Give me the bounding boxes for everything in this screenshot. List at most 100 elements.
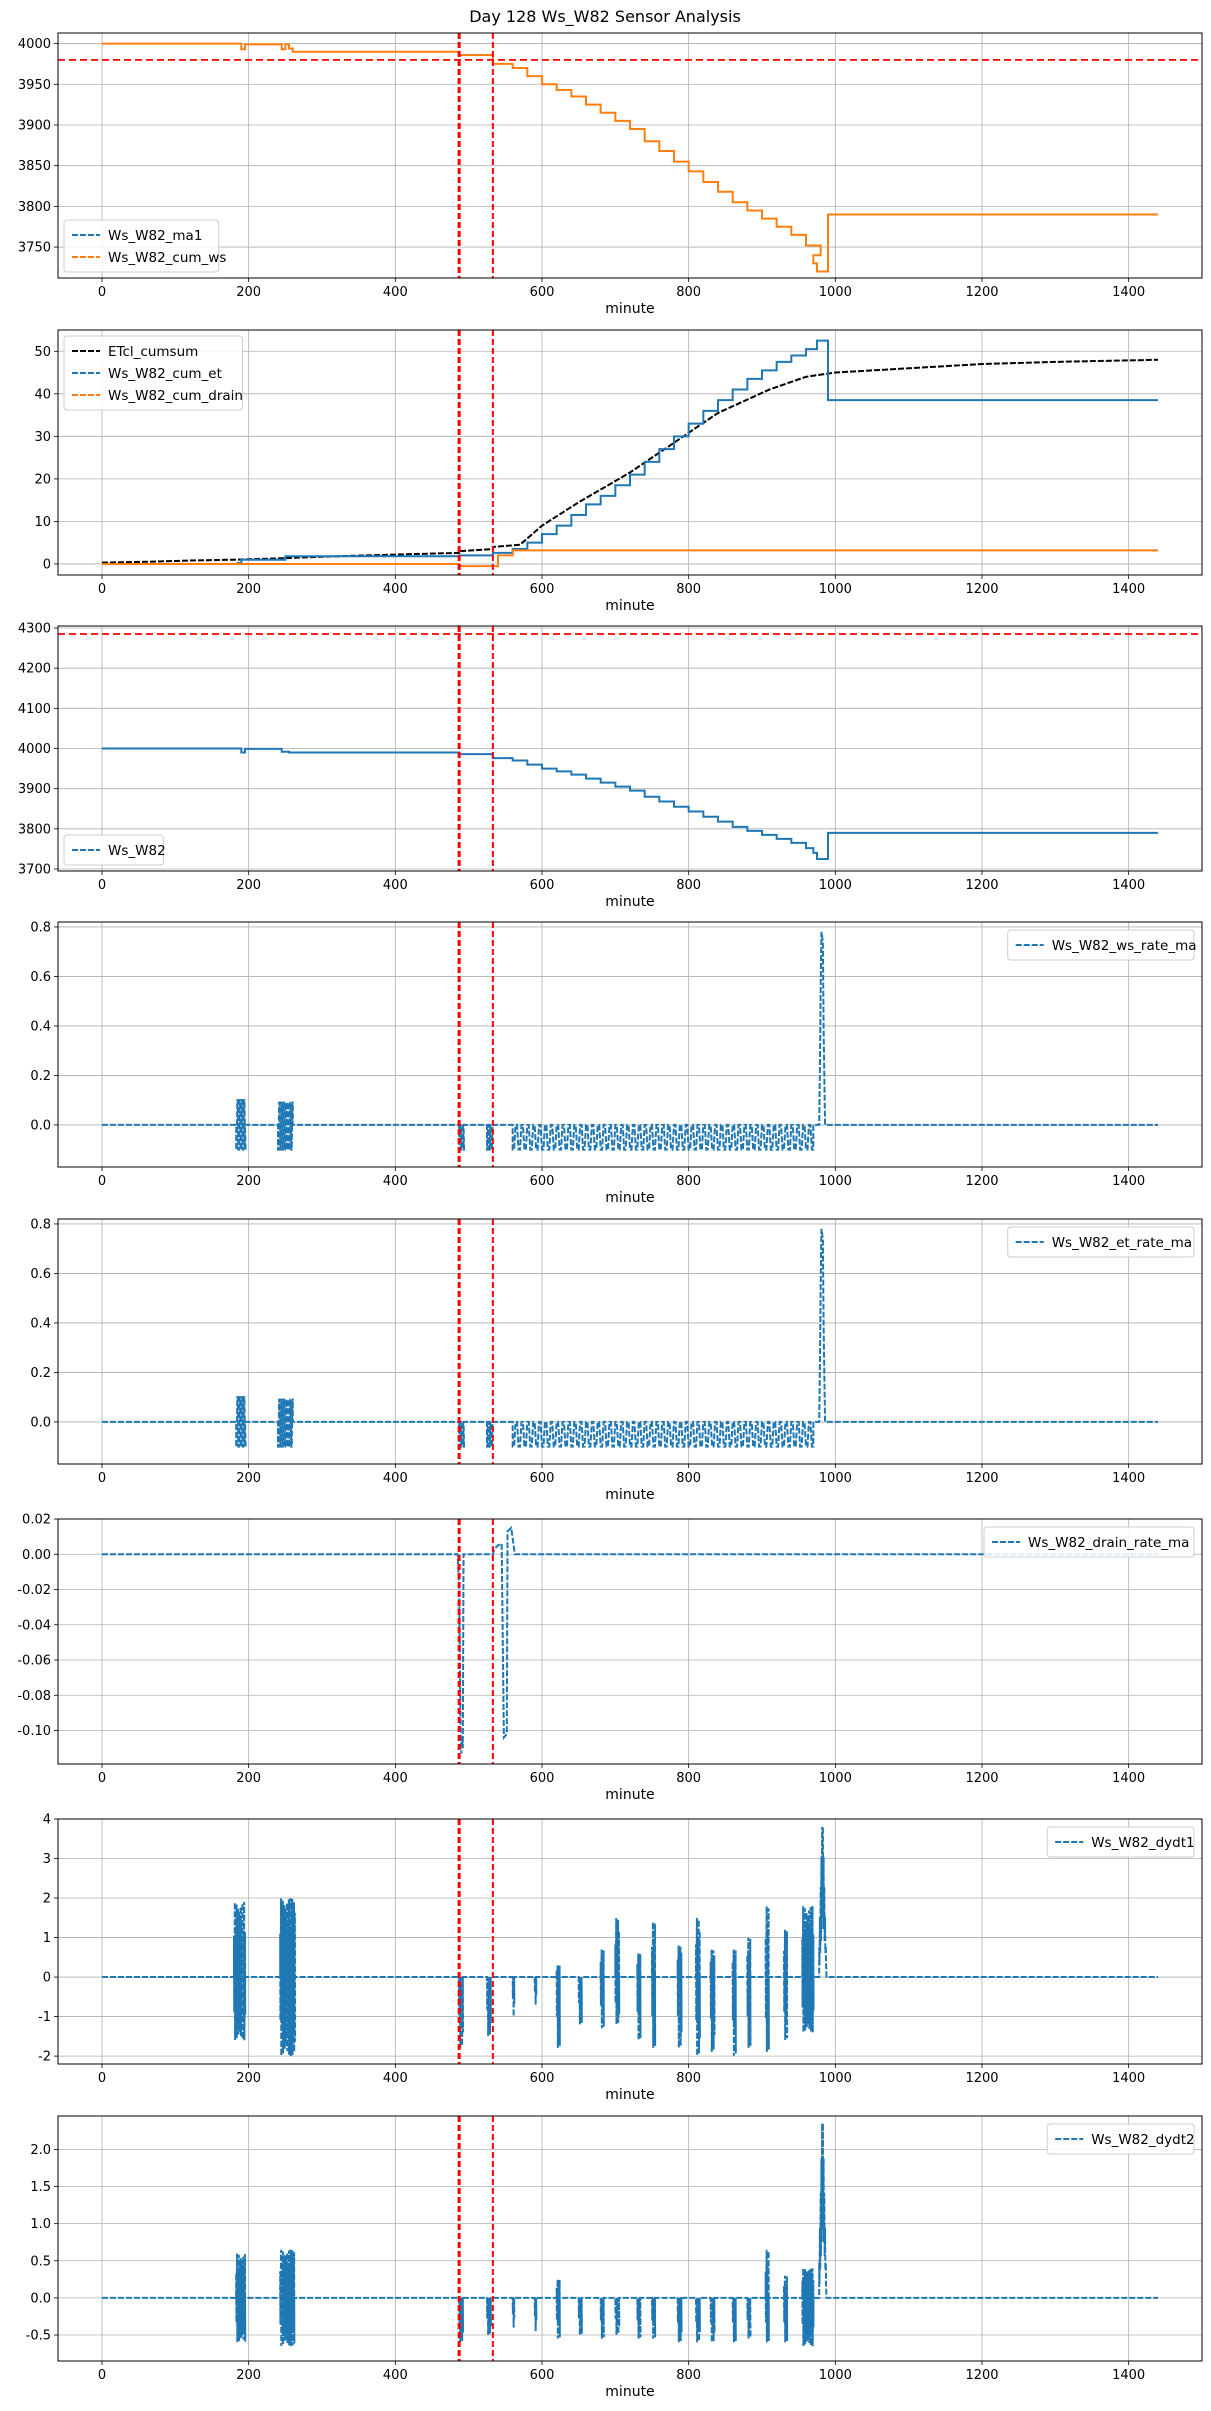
axis-ticks: 0 200 400 600 800 1000 1200 1400 0.0 0.2 0.4 0.6 0.8 [30, 920, 1145, 1189]
y-tick-label: 4 [43, 1813, 51, 1828]
y-tick-label: 3800 [18, 200, 51, 215]
y-tick-label: 0.02 [22, 1513, 51, 1528]
y-tick-label: 4000 [18, 742, 51, 757]
y-tick-label: 0.0 [30, 2291, 51, 2306]
y-tick-label: -0.5 [26, 2329, 51, 2344]
legend-label: Ws_W82_ma1 [108, 228, 202, 244]
x-tick-label: 1400 [1112, 2368, 1145, 2383]
x-tick-label: 400 [383, 2071, 408, 2086]
x-tick-label: 200 [236, 1174, 261, 1189]
reference-lines [457, 1219, 494, 1464]
legend-label: Ws_W82_ws_rate_ma [1052, 938, 1197, 954]
y-tick-label: 0 [43, 1971, 51, 1986]
axis-ticks: 0 200 400 600 800 1000 1200 1400 3750 3800 3850 390… [18, 37, 1145, 300]
series-group [102, 1228, 1158, 1448]
legend: Ws_W82_dydt1 [1046, 1826, 1195, 1858]
x-tick-label: 1000 [819, 2071, 852, 2086]
series-group [102, 1826, 1158, 2057]
subplot-4: 0 200 400 600 800 1000 1200 1400 0.0 0.2 0.4 0.6 0.8… [30, 920, 1203, 1206]
x-axis-label: minute [605, 301, 654, 317]
y-tick-label: 0.6 [30, 970, 51, 985]
legend: Ws_W82 [63, 834, 166, 866]
x-tick-label: 400 [383, 1771, 408, 1786]
legend-label: Ws_W82_et_rate_ma [1052, 1235, 1192, 1251]
axis-ticks: 0 200 400 600 800 1000 1200 1400 3700 3800 3900 400… [18, 622, 1145, 893]
x-tick-label: 0 [98, 1471, 106, 1486]
x-tick-label: 0 [98, 285, 106, 300]
y-tick-label: 0.2 [30, 1069, 51, 1084]
y-tick-label: 4300 [18, 622, 51, 637]
x-tick-label: 600 [530, 1174, 555, 1189]
x-tick-label: 800 [676, 1771, 701, 1786]
series-line-ws-w82-dydt2 [102, 2123, 1158, 2347]
y-tick-label: 0.5 [30, 2254, 51, 2269]
x-tick-label: 0 [98, 582, 106, 597]
legend: Ws_W82_et_rate_ma [1007, 1226, 1195, 1258]
axes-frame [57, 329, 1203, 576]
axis-ticks: 0 200 400 600 800 1000 1200 1400 -2 -1 0 1 2 3 4 [38, 1813, 1145, 2087]
x-axis-label: minute [605, 598, 654, 614]
x-tick-label: 200 [236, 1471, 261, 1486]
y-tick-label: 4100 [18, 702, 51, 717]
axes-frame [57, 921, 1203, 1168]
legend: Ws_W82_drain_rate_ma [983, 1526, 1195, 1558]
y-tick-label: 0 [43, 557, 51, 572]
x-tick-label: 400 [383, 285, 408, 300]
grid [58, 1219, 1202, 1464]
y-tick-label: 0.0 [30, 1415, 51, 1430]
y-tick-label: 3850 [18, 159, 51, 174]
x-axis-label: minute [605, 2384, 654, 2400]
x-axis-label: minute [605, 2087, 654, 2103]
y-tick-label: 0.4 [30, 1019, 51, 1034]
legend-label: Ws_W82_cum_et [108, 366, 222, 382]
legend-label: Ws_W82_dydt2 [1091, 2132, 1194, 2148]
x-tick-label: 0 [98, 2071, 106, 2086]
y-tick-label: 3900 [18, 118, 51, 133]
x-tick-label: 1400 [1112, 1471, 1145, 1486]
x-tick-label: 1000 [819, 582, 852, 597]
x-tick-label: 200 [236, 878, 261, 893]
y-tick-label: 0.8 [30, 920, 51, 935]
legend-label: Ws_W82_drain_rate_ma [1028, 1535, 1189, 1551]
legend-label: Ws_W82_cum_ws [108, 250, 226, 266]
reference-lines [58, 33, 1202, 278]
x-tick-label: 200 [236, 2368, 261, 2383]
x-tick-label: 200 [236, 582, 261, 597]
y-tick-label: 1.5 [30, 2180, 51, 2195]
series-line-ws-w82 [102, 747, 1158, 860]
y-tick-label: 40 [34, 387, 51, 402]
y-tick-label: -2 [38, 2050, 51, 2065]
axis-ticks: 0 200 400 600 800 1000 1200 1400 -0.5 0.0 0.5 1.0 1.… [26, 2143, 1146, 2383]
x-tick-label: 0 [98, 1174, 106, 1189]
reference-lines [457, 330, 494, 575]
y-tick-label: 30 [34, 430, 51, 445]
y-tick-label: 3 [43, 1852, 51, 1867]
x-axis-label: minute [605, 894, 654, 910]
y-tick-label: 2.0 [30, 2143, 51, 2158]
subplot-6: 0 200 400 600 800 1000 1200 1400 -0.10 -0.08 -0.06… [17, 1513, 1203, 1803]
x-tick-label: 1000 [819, 1174, 852, 1189]
subplots: 0 200 400 600 800 1000 1200 1400375038003850390… [17, 32, 1203, 2400]
x-axis-label: minute [605, 1487, 654, 1503]
axes-frame [57, 1818, 1203, 2065]
x-tick-label: 1400 [1112, 2071, 1145, 2086]
x-tick-label: 800 [676, 582, 701, 597]
legend-box [63, 834, 164, 866]
axes-frame [57, 625, 1203, 872]
axis-ticks: 0 200 400 600 800 1000 1200 1400 0 10 20 30 40 50 [34, 345, 1145, 597]
x-tick-label: 800 [676, 2368, 701, 2383]
y-tick-label: 1.0 [30, 2217, 51, 2232]
y-tick-label: 0.4 [30, 1316, 51, 1331]
x-tick-label: 0 [98, 878, 106, 893]
x-tick-label: 1200 [965, 285, 998, 300]
x-tick-label: 1400 [1112, 285, 1145, 300]
series-group [102, 747, 1158, 860]
x-tick-label: 1200 [965, 1471, 998, 1486]
series-line-ws-w82-dydt1 [102, 1826, 1158, 2057]
y-tick-label: 3700 [18, 862, 51, 877]
y-tick-label: 4000 [18, 37, 51, 52]
reference-lines [457, 1519, 494, 1764]
axes-frame [57, 1518, 1203, 1765]
x-tick-label: 1400 [1112, 878, 1145, 893]
series-group [102, 42, 1158, 273]
